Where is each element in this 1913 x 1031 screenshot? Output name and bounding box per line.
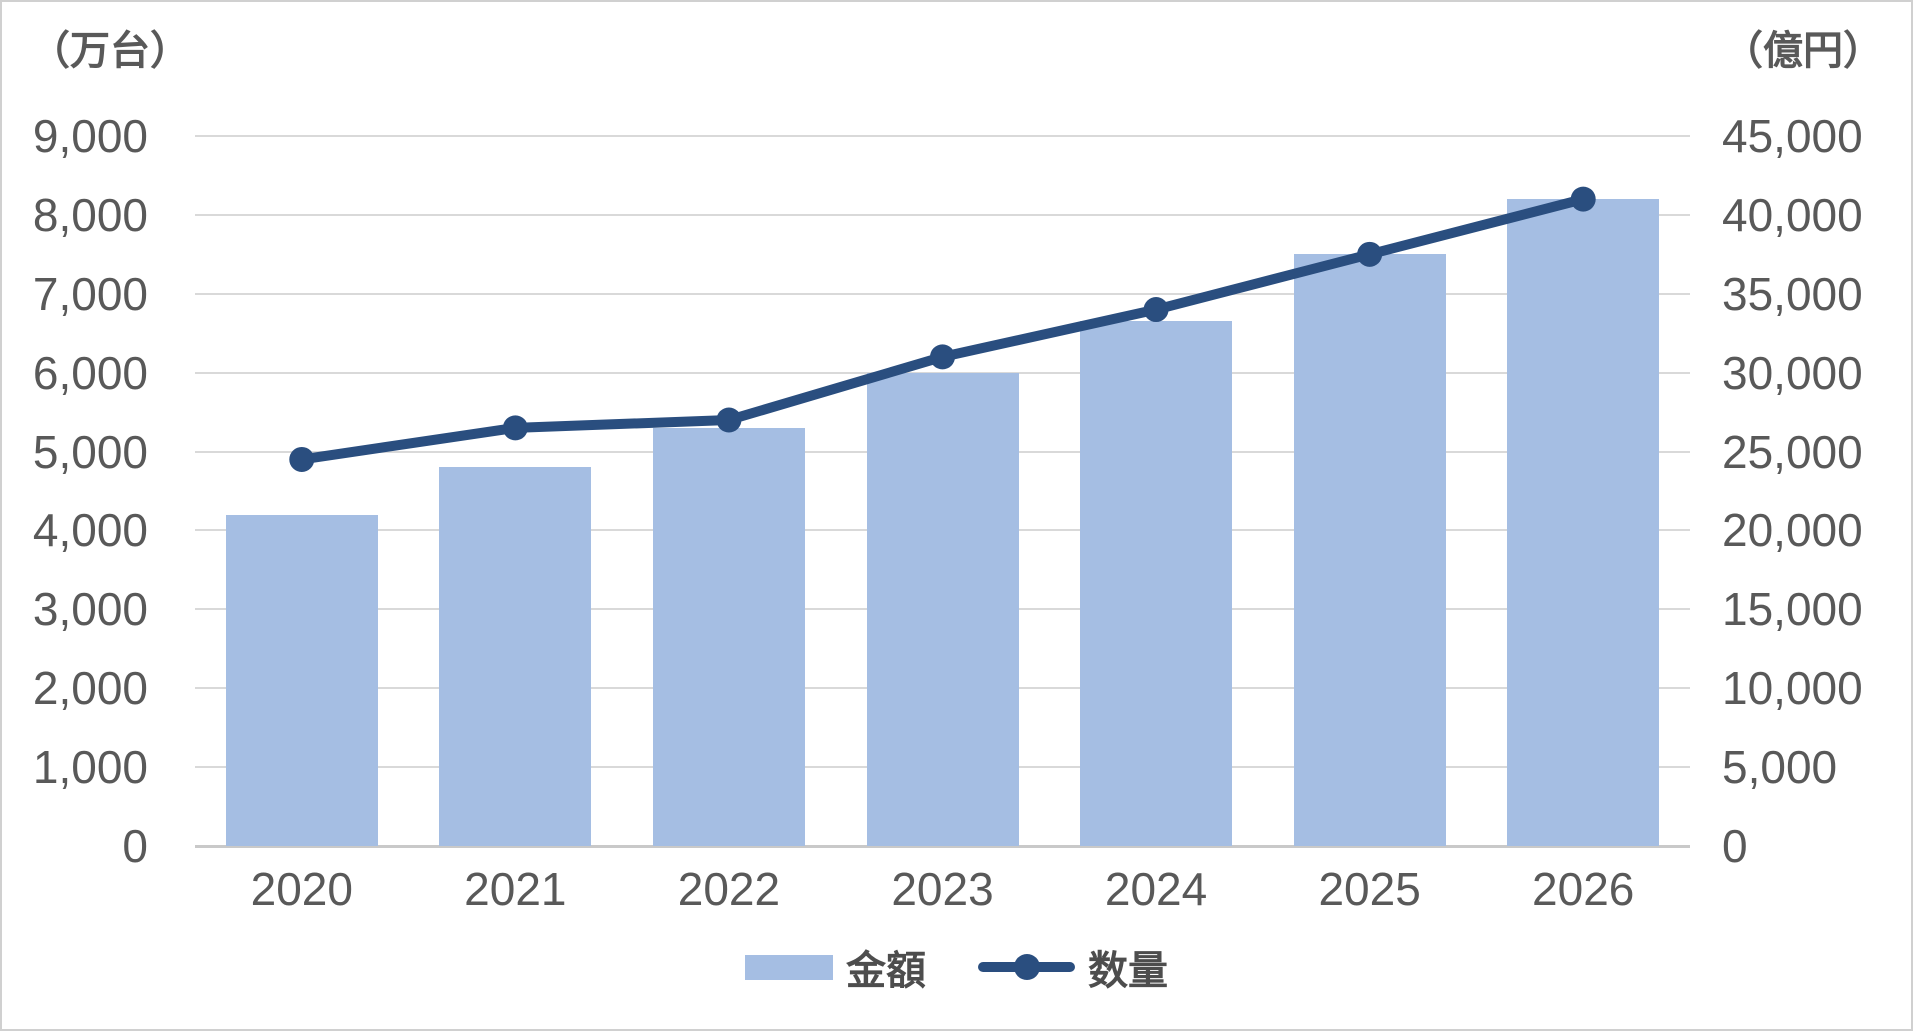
- left-axis-tick: 6,000: [32, 346, 148, 399]
- quantity-line-series: [289, 186, 1596, 472]
- gridline: [195, 135, 1690, 137]
- legend-label-quantity: 数量: [1088, 949, 1168, 993]
- left-axis-tick: 0: [122, 820, 148, 872]
- line-marker-2022: [716, 407, 742, 433]
- x-axis-label-2020: 2020: [250, 863, 353, 915]
- right-axis-tick: 45,000: [1722, 110, 1863, 162]
- gridline: [195, 371, 1690, 374]
- bar-2020: [225, 514, 378, 846]
- line-marker-2024: [1143, 297, 1169, 323]
- right-axis-tick: 5,000: [1722, 741, 1838, 794]
- left-axis-tick: 5,000: [32, 425, 148, 478]
- bar-2022: [652, 427, 805, 846]
- bar-2026: [1507, 199, 1660, 846]
- right-axis-tick: 15,000: [1722, 583, 1863, 636]
- line-path: [296, 194, 1589, 465]
- left-axis-tick: 1,000: [32, 741, 148, 794]
- line-series-swatch: [978, 954, 1075, 980]
- left-axis-tick: 2,000: [32, 662, 148, 715]
- right-axis-tick: 0: [1722, 820, 1748, 872]
- legend-item-quantity: 数量: [978, 938, 1168, 996]
- right-axis-tick: 25,000: [1722, 425, 1863, 478]
- left-axis-tick: 8,000: [32, 188, 148, 241]
- line-marker-2025: [1357, 241, 1383, 267]
- right-axis-tick: 20,000: [1722, 504, 1863, 557]
- right-axis-tick: 35,000: [1722, 267, 1863, 320]
- left-axis-tick: 3,000: [32, 583, 148, 636]
- left-axis-title: （万台）: [30, 29, 190, 73]
- legend-label-amount: 金額: [846, 949, 926, 993]
- bar-series-swatch: [745, 954, 833, 980]
- line-marker-2023: [930, 344, 955, 370]
- gridline: [195, 213, 1690, 216]
- bar-2025: [1293, 254, 1446, 846]
- bar-2024: [1080, 320, 1233, 846]
- x-axis-label-2022: 2022: [677, 863, 781, 915]
- x-axis-label-2025: 2025: [1318, 863, 1421, 915]
- left-axis-tick: 9,000: [32, 110, 148, 162]
- legend: 金額 数量: [2, 938, 1911, 996]
- right-axis-tick: 40,000: [1722, 188, 1863, 241]
- left-axis-tick: 7,000: [32, 267, 148, 320]
- left-axis-tick: 4,000: [32, 504, 148, 557]
- legend-item-amount: 金額: [745, 938, 926, 996]
- x-axis-label-2021: 2021: [464, 863, 567, 915]
- line-marker-2026: [1570, 186, 1596, 212]
- line-marker-2021: [502, 415, 528, 441]
- right-axis-tick: 30,000: [1722, 346, 1863, 399]
- x-axis-label-2026: 2026: [1532, 863, 1635, 915]
- right-axis-title: （億円）: [1723, 29, 1883, 73]
- bar-2021: [439, 467, 592, 846]
- gridline: [195, 845, 1690, 848]
- line-marker-2020: [289, 446, 315, 472]
- plot-area: [195, 135, 1690, 848]
- right-axis-tick: 10,000: [1722, 662, 1863, 715]
- bar-2023: [866, 372, 1019, 846]
- gridline: [195, 292, 1690, 295]
- x-axis-label-2023: 2023: [891, 863, 994, 915]
- x-axis-label-2024: 2024: [1104, 863, 1208, 915]
